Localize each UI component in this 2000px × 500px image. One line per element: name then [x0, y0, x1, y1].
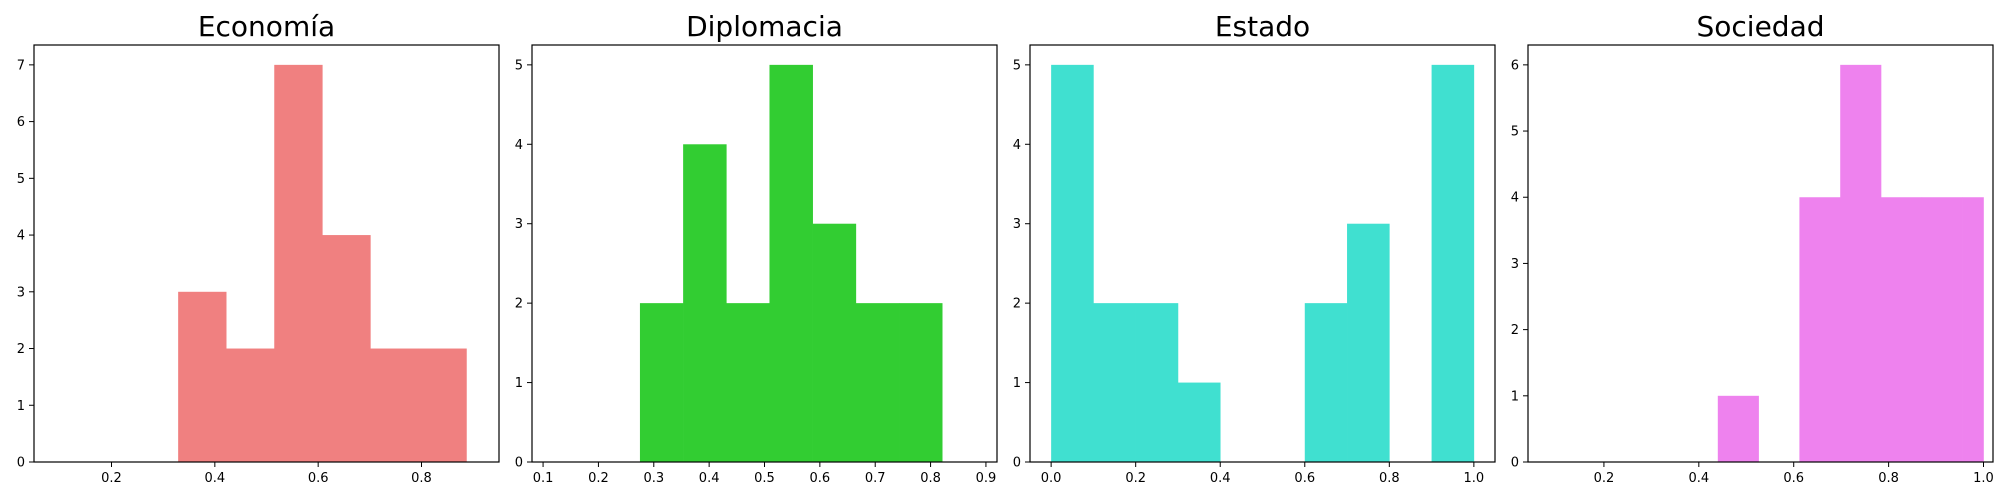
x-tick-label: 0.2 — [588, 471, 609, 486]
histogram-bar — [899, 303, 943, 462]
histogram-bar — [1093, 303, 1136, 462]
histogram-bar — [812, 223, 857, 462]
y-tick-label: 3 — [17, 285, 25, 300]
y-tick-label: 3 — [1013, 217, 1021, 232]
x-tick-label: 0.6 — [810, 471, 831, 486]
x-tick-label: 0.2 — [1125, 471, 1146, 486]
x-tick-label: 0.8 — [411, 471, 432, 486]
y-tick-label: 0 — [515, 456, 523, 471]
y-tick-label: 0 — [1013, 456, 1021, 471]
y-tick-label: 0 — [1511, 456, 1519, 471]
x-tick-label: 0.6 — [308, 471, 329, 486]
histogram-bar — [1717, 395, 1759, 462]
histogram-bar — [418, 348, 467, 462]
histogram-bar — [683, 144, 727, 463]
x-tick-label: 0.6 — [1783, 471, 1804, 486]
y-tick-label: 1 — [17, 399, 25, 414]
y-tick-label: 2 — [1013, 297, 1021, 312]
histogram-bar — [855, 303, 900, 462]
y-tick-label: 5 — [1511, 125, 1519, 140]
histogram-bar — [1135, 303, 1179, 462]
y-tick-label: 5 — [515, 58, 523, 73]
x-tick-label: 0.3 — [643, 471, 664, 486]
axes-frame — [1029, 44, 1496, 463]
chart-title: Economía — [198, 10, 335, 43]
y-tick-label: 1 — [1013, 376, 1021, 391]
y-tick-label: 4 — [1511, 191, 1519, 206]
axes-frame — [1527, 44, 1994, 463]
y-tick-label: 1 — [515, 376, 523, 391]
y-tick-label: 2 — [515, 297, 523, 312]
y-tick-label: 6 — [17, 115, 25, 130]
y-tick-label: 5 — [1013, 58, 1021, 73]
x-tick-label: 0.2 — [1594, 471, 1615, 486]
x-tick-label: 0.0 — [1041, 471, 1062, 486]
histogram-bar — [1431, 64, 1475, 462]
x-tick-label: 0.4 — [1688, 471, 1709, 486]
histogram-bar — [178, 291, 227, 462]
histogram-bar — [769, 64, 813, 462]
histogram-bar — [1177, 382, 1221, 462]
chart-panel: Diplomacia 0.1 0.2 0.3 0.4 0.5 0.6 0.7 0.8 0.9 0 1 2… — [515, 10, 998, 486]
x-tick-label: 1.0 — [1973, 471, 1994, 486]
axes-frame — [33, 44, 500, 463]
x-tick-label: 0.9 — [976, 471, 997, 486]
x-tick-label: 0.8 — [1379, 471, 1400, 486]
y-tick-label: 0 — [17, 456, 25, 471]
y-tick-label: 1 — [1511, 389, 1519, 404]
histogram-bar — [1881, 197, 1923, 462]
chart-title: Sociedad — [1696, 10, 1824, 43]
histogram-bar — [1304, 303, 1348, 462]
x-tick-label: 0.4 — [699, 471, 720, 486]
x-tick-label: 0.8 — [920, 471, 941, 486]
x-tick-label: 1.0 — [1464, 471, 1485, 486]
histogram-bar — [1347, 223, 1390, 462]
histogram-bar — [274, 64, 323, 462]
histogram-bar — [1840, 64, 1882, 462]
x-tick-label: 0.1 — [533, 471, 554, 486]
chart-panel: Economía 0.2 0.4 0.6 0.8 0 1 2 3 4 5 6 7 — [17, 10, 500, 486]
histogram-bar — [1799, 197, 1841, 462]
x-tick-label: 0.8 — [1878, 471, 1899, 486]
x-tick-label: 0.6 — [1294, 471, 1315, 486]
histogram-bar — [726, 303, 770, 462]
chart-title: Estado — [1215, 10, 1310, 43]
histogram-bar — [226, 348, 275, 462]
histogram-bar — [1051, 64, 1094, 462]
x-tick-label: 0.2 — [101, 471, 122, 486]
histogram-bar — [322, 235, 371, 462]
y-tick-label: 5 — [17, 172, 25, 187]
histogram-bar — [370, 348, 419, 462]
chart-panel: Estado 0.0 0.2 0.4 0.6 0.8 1.0 0 1 2 3 4 5 — [1013, 10, 1496, 486]
chart-title: Diplomacia — [686, 10, 843, 43]
y-tick-label: 4 — [1013, 138, 1021, 153]
x-tick-label: 0.4 — [1210, 471, 1231, 486]
chart-panel: Sociedad 0.2 0.4 0.6 0.8 1.0 0 1 2 3 4 5 6 — [1511, 10, 1994, 486]
histogram-bar — [639, 303, 684, 462]
y-tick-label: 2 — [1511, 323, 1519, 338]
x-tick-label: 0.5 — [754, 471, 775, 486]
y-tick-label: 3 — [1511, 257, 1519, 272]
y-tick-label: 6 — [1511, 58, 1519, 73]
y-tick-label: 4 — [17, 229, 25, 244]
x-tick-label: 0.4 — [204, 471, 225, 486]
histogram-bar — [1921, 197, 1963, 462]
y-tick-label: 2 — [17, 342, 25, 357]
x-tick-label: 0.7 — [865, 471, 886, 486]
y-tick-label: 7 — [17, 58, 25, 73]
y-tick-label: 3 — [515, 217, 523, 232]
histogram-bar — [1962, 197, 1984, 462]
histogram-panels: Economía 0.2 0.4 0.6 0.8 0 1 2 3 4 5 6 7 Diplomacia 0.… — [17, 10, 1994, 486]
y-tick-label: 4 — [515, 138, 523, 153]
